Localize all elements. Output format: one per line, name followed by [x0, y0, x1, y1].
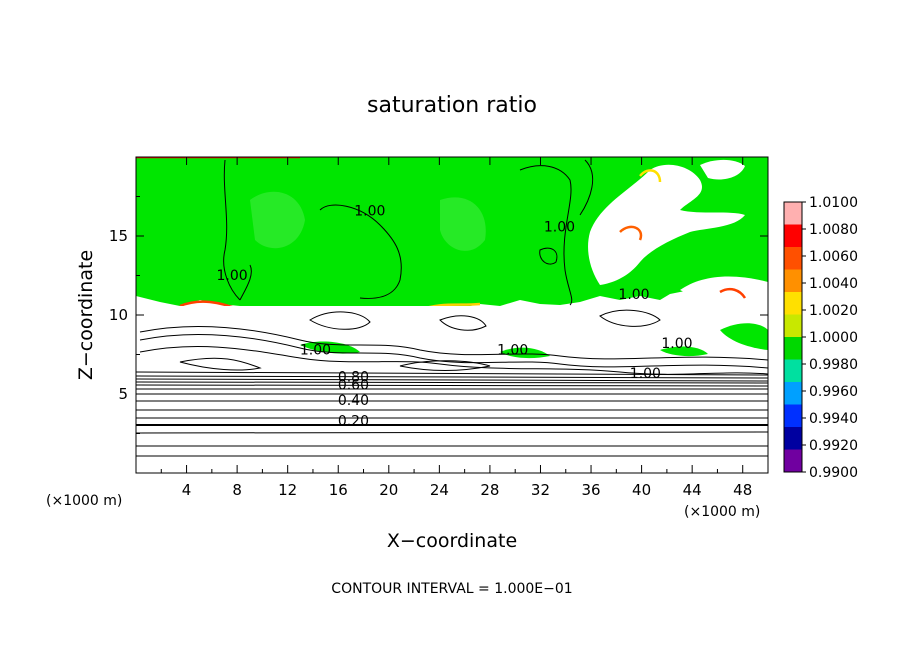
- contour-interval-footer: CONTOUR INTERVAL = 1.000E−01: [331, 581, 572, 597]
- colorbar-swatch: [784, 382, 802, 405]
- x-axis-ticks: 4 8 12 16 20 24 28 32 36 40 44 48: [160, 157, 752, 499]
- colorbar-label: 1.0060: [809, 249, 858, 265]
- x-tick-label: 4: [182, 481, 192, 499]
- colorbar-label: 0.9920: [809, 438, 858, 454]
- x-tick-label: 12: [278, 481, 297, 499]
- contour-labels: 1.001.001.001.001.00 1.00 1.001.000.800.60…: [216, 203, 692, 430]
- contour-label: 0.60: [338, 377, 369, 393]
- colorbar-label: 1.0020: [809, 303, 858, 319]
- x-tick-label: 20: [379, 481, 398, 499]
- x-tick-label: 40: [632, 481, 651, 499]
- colorbar-label: 1.0100: [809, 195, 858, 211]
- colorbar-label: 0.9960: [809, 384, 858, 400]
- x-tick-label: 36: [581, 481, 600, 499]
- chart-title: saturation ratio: [367, 93, 537, 118]
- y-tick-label: 15: [109, 227, 128, 245]
- colorbar-swatch: [784, 314, 802, 338]
- colorbar-label: 0.9900: [809, 465, 858, 481]
- contour-label: 1.00: [300, 343, 331, 359]
- light-green-patch: [250, 191, 305, 249]
- colorbar: 1.0100 1.0080 1.0060 1.0040 1.0020 1.0000 0.99…: [783, 195, 858, 481]
- white-region-upper-right: [588, 164, 745, 285]
- saturation-field: [136, 157, 768, 457]
- x-tick-label: 28: [480, 481, 499, 499]
- x-tick-label: 16: [329, 481, 348, 499]
- white-region-top-right: [700, 159, 745, 180]
- y-tick-label: 5: [118, 385, 128, 403]
- colorbar-swatch: [784, 427, 802, 450]
- colorbar-swatch: [784, 269, 802, 293]
- x-tick-label: 44: [683, 481, 702, 499]
- colorbar-label: 0.9940: [809, 411, 858, 427]
- x-axis-label: X−coordinate: [387, 530, 517, 552]
- x-tick-label: 32: [531, 481, 550, 499]
- y-axis-ticks: 5 10 15: [109, 196, 768, 434]
- white-region-right-edge: [680, 276, 768, 300]
- contour-label: 1.00: [630, 366, 661, 382]
- colorbar-swatch: [784, 292, 802, 315]
- y-tick-label: 10: [109, 306, 128, 324]
- colorbar-swatch: [784, 337, 802, 360]
- x-unit-note-left: (×1000 m): [46, 493, 122, 509]
- colorbar-swatch: [784, 359, 802, 383]
- contour-label: 1.00: [354, 203, 385, 219]
- colorbar-label: 1.0080: [809, 222, 858, 238]
- y-axis-label: Z−coordinate: [75, 250, 97, 380]
- contour-label: 1.00: [216, 268, 247, 284]
- x-tick-label: 48: [733, 481, 752, 499]
- contour-label: 1.00: [618, 287, 649, 303]
- contour-label: 1.00: [497, 343, 528, 359]
- x-tick-label: 8: [232, 481, 242, 499]
- contour-label: 0.80: [338, 369, 369, 385]
- colorbar-label: 0.9980: [809, 357, 858, 373]
- contour-label: 1.00: [661, 336, 692, 352]
- colorbar-label: 1.0040: [809, 276, 858, 292]
- colorbar-swatch: [784, 404, 802, 428]
- contour-label: 0.20: [338, 414, 369, 430]
- colorbar-label: 1.0000: [809, 330, 858, 346]
- colorbar-swatch: [784, 224, 802, 248]
- colorbar-swatch: [784, 449, 802, 473]
- light-green-patch: [440, 197, 486, 251]
- colorbar-swatch: [784, 247, 802, 270]
- plot-area: 1.001.001.001.001.00 1.00 1.001.000.800.60…: [135, 156, 769, 474]
- x-unit-note-right: (×1000 m): [684, 504, 760, 520]
- colorbar-swatch: [784, 202, 802, 225]
- contour-label: 1.00: [544, 219, 575, 235]
- contour-label: 0.40: [338, 393, 369, 409]
- x-tick-label: 24: [430, 481, 449, 499]
- contour-lines: [136, 159, 768, 457]
